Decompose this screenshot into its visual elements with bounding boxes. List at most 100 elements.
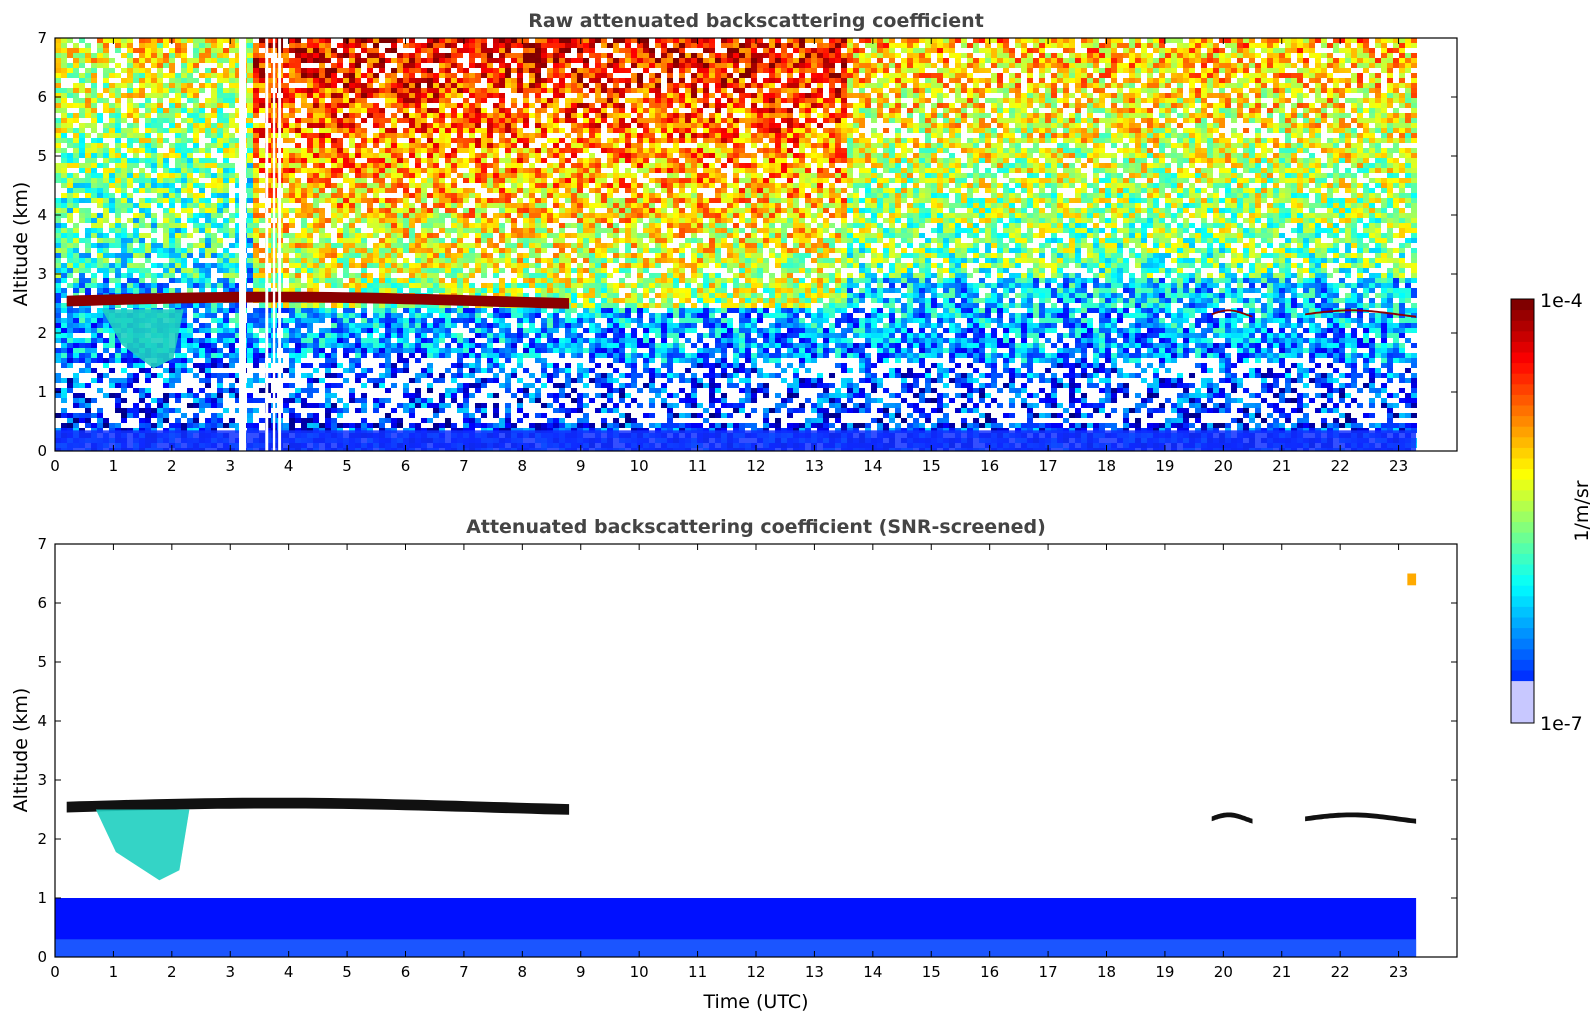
heatmap-cell — [325, 253, 331, 258]
heatmap-cell — [385, 198, 391, 203]
heatmap-cell — [73, 288, 79, 293]
heatmap-cell — [301, 363, 307, 368]
heatmap-cell — [139, 218, 145, 223]
heatmap-cell — [457, 258, 463, 263]
heatmap-cell — [133, 63, 139, 68]
heatmap-cell — [193, 398, 199, 403]
heatmap-cell — [337, 413, 343, 418]
heatmap-cell — [145, 173, 151, 178]
heatmap-cell — [433, 343, 439, 348]
heatmap-cell — [379, 188, 385, 193]
heatmap-cell — [361, 38, 367, 43]
heatmap-cell — [403, 363, 409, 368]
heatmap-cell — [319, 208, 325, 213]
heatmap-cell — [475, 418, 481, 423]
heatmap-cell — [127, 163, 133, 168]
heatmap-cell — [403, 133, 409, 138]
heatmap-cell — [493, 228, 499, 233]
heatmap-cell — [331, 358, 337, 363]
heatmap-cell — [115, 383, 121, 388]
heatmap-cell — [475, 258, 481, 263]
heatmap-cell — [499, 43, 505, 48]
heatmap-cell — [427, 278, 433, 283]
heatmap-cell — [229, 93, 235, 98]
heatmap-cell — [451, 83, 457, 88]
heatmap-cell — [487, 73, 493, 78]
heatmap-cell — [199, 43, 205, 48]
heatmap-cell — [121, 233, 127, 238]
heatmap-cell — [97, 228, 103, 233]
heatmap-cell — [427, 193, 433, 198]
heatmap-cell — [151, 63, 157, 68]
heatmap-cell — [223, 98, 229, 103]
heatmap-cell — [211, 178, 217, 183]
heatmap-cell — [169, 198, 175, 203]
heatmap-cell — [481, 238, 487, 243]
heatmap-cell — [313, 153, 319, 158]
top-panel-title: Raw attenuated backscattering coefficien… — [528, 10, 984, 32]
heatmap-cell — [145, 248, 151, 253]
heatmap-cell — [85, 178, 91, 183]
heatmap-cell — [289, 138, 295, 143]
heatmap-cell — [433, 53, 439, 58]
heatmap-cell — [487, 173, 493, 178]
heatmap-cell — [331, 188, 337, 193]
heatmap-cell — [145, 98, 151, 103]
heatmap-cell — [481, 148, 487, 153]
heatmap-cell — [415, 48, 421, 53]
heatmap-cell — [85, 308, 91, 313]
heatmap-cell — [139, 233, 145, 238]
heatmap-cell — [295, 268, 301, 273]
heatmap-cell — [223, 203, 229, 208]
heatmap-cell — [499, 233, 505, 238]
heatmap-cell — [343, 368, 349, 373]
heatmap-cell — [121, 288, 127, 293]
heatmap-cell — [115, 393, 121, 398]
heatmap-cell — [493, 213, 499, 218]
heatmap-cell — [199, 208, 205, 213]
heatmap-cell — [481, 208, 487, 213]
heatmap-cell — [445, 263, 451, 268]
heatmap-cell — [463, 198, 469, 203]
heatmap-cell — [181, 333, 187, 338]
heatmap-cell — [361, 238, 367, 243]
heatmap-cell — [481, 53, 487, 58]
heatmap-cell — [481, 408, 487, 413]
heatmap-cell — [169, 218, 175, 223]
heatmap-cell — [367, 78, 373, 83]
heatmap-cell — [259, 203, 265, 208]
heatmap-cell — [157, 408, 163, 413]
heatmap-cell — [205, 68, 211, 73]
heatmap-cell — [187, 328, 193, 333]
heatmap-cell — [79, 63, 85, 68]
heatmap-cell — [517, 173, 523, 178]
heatmap-cell — [499, 113, 505, 118]
heatmap-cell — [91, 78, 97, 83]
heatmap-cell — [397, 118, 403, 123]
heatmap-cell — [163, 183, 169, 188]
heatmap-cell — [493, 348, 499, 353]
heatmap-cell — [457, 123, 463, 128]
heatmap-cell — [205, 203, 211, 208]
heatmap-cell — [163, 238, 169, 243]
heatmap-cell — [283, 223, 289, 228]
heatmap-cell — [379, 318, 385, 323]
heatmap-cell — [61, 328, 67, 333]
heatmap-cell — [247, 38, 253, 43]
heatmap-cell — [235, 108, 241, 113]
heatmap-cell — [517, 273, 523, 278]
heatmap-cell — [181, 153, 187, 158]
heatmap-cell — [163, 253, 169, 258]
heatmap-cell — [259, 318, 265, 323]
heatmap-cell — [175, 48, 181, 53]
heatmap-cell — [157, 113, 163, 118]
heatmap-cell — [493, 333, 499, 338]
heatmap-cell — [193, 263, 199, 268]
heatmap-cell — [349, 83, 355, 88]
heatmap-cell — [331, 408, 337, 413]
heatmap-cell — [103, 58, 109, 63]
heatmap-cell — [109, 173, 115, 178]
heatmap-cell — [343, 48, 349, 53]
heatmap-cell — [211, 353, 217, 358]
heatmap-cell — [487, 153, 493, 158]
